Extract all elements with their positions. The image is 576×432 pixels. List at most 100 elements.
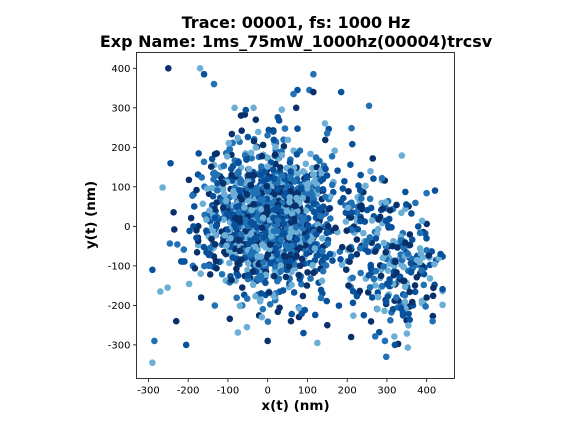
data-point [267, 259, 274, 267]
data-point [288, 242, 296, 250]
data-point [413, 256, 421, 264]
data-point [226, 315, 234, 323]
data-point [393, 294, 400, 301]
data-point [189, 192, 196, 199]
data-point [210, 176, 217, 183]
data-point [259, 258, 267, 266]
x-tick-label: 200 [338, 386, 357, 397]
data-point [296, 262, 304, 270]
data-point [303, 173, 310, 180]
data-point [354, 225, 362, 233]
data-point [251, 234, 259, 242]
data-point [401, 239, 409, 246]
data-point [362, 182, 369, 190]
data-point [205, 251, 213, 259]
data-point [401, 292, 409, 299]
data-point [393, 268, 400, 276]
data-point [302, 160, 310, 168]
data-point [304, 269, 311, 276]
data-points [149, 65, 446, 366]
data-point [353, 251, 361, 258]
data-point [250, 171, 258, 179]
data-point [346, 258, 353, 265]
data-point [340, 194, 347, 202]
data-point [401, 283, 409, 291]
data-point [280, 142, 288, 150]
data-point [236, 187, 243, 194]
data-point [241, 216, 249, 224]
data-point [205, 262, 213, 270]
data-point [279, 287, 287, 294]
data-point [187, 214, 195, 222]
data-point [374, 305, 381, 313]
data-point [323, 172, 331, 179]
data-point [398, 152, 406, 159]
data-point [319, 267, 327, 275]
data-point [298, 255, 306, 263]
data-point [311, 245, 319, 252]
data-point [297, 185, 305, 192]
data-point [243, 191, 251, 198]
data-point [180, 246, 188, 253]
data-point [384, 293, 392, 300]
data-point [281, 125, 289, 132]
data-point [234, 272, 242, 279]
data-point [356, 203, 364, 211]
data-point [228, 276, 235, 284]
data-point [317, 294, 325, 302]
data-point [234, 170, 241, 177]
data-point [310, 70, 317, 78]
data-point [303, 282, 311, 289]
data-point [287, 228, 295, 236]
data-point [382, 248, 390, 256]
data-point [329, 257, 336, 264]
data-point [345, 282, 352, 289]
data-point [393, 201, 400, 209]
data-point [326, 250, 334, 258]
data-point [382, 353, 390, 361]
data-point [394, 244, 401, 251]
data-point [257, 196, 264, 203]
data-point [186, 227, 193, 235]
data-point [259, 141, 267, 149]
data-point [274, 308, 282, 316]
data-point [408, 236, 416, 243]
y-tick-label: 400 [111, 64, 130, 75]
data-point [287, 317, 295, 325]
data-point [248, 154, 255, 162]
data-point [316, 157, 323, 165]
data-point [234, 260, 241, 267]
data-point [408, 210, 415, 217]
data-point [277, 262, 285, 269]
data-point [301, 306, 309, 314]
data-point [355, 182, 362, 189]
data-point [218, 270, 226, 278]
data-point [203, 216, 210, 224]
data-point [234, 329, 242, 336]
data-point [437, 250, 444, 258]
data-point [264, 163, 271, 170]
data-point [299, 168, 307, 175]
data-point [407, 259, 415, 267]
data-point [243, 156, 250, 163]
data-point [307, 275, 314, 282]
data-point [190, 203, 198, 210]
data-point [174, 241, 181, 248]
data-point [379, 282, 386, 290]
data-point [250, 137, 258, 145]
data-point [157, 288, 164, 295]
data-point [328, 181, 336, 189]
data-point [283, 207, 291, 215]
data-point [347, 161, 354, 168]
data-point [391, 333, 398, 340]
data-point [235, 159, 243, 166]
data-point [166, 240, 174, 247]
y-tick-label: 300 [111, 103, 130, 114]
data-point [193, 227, 200, 234]
data-point [233, 294, 240, 302]
data-point [213, 265, 220, 272]
x-axis-label: x(t) (nm) [261, 398, 329, 414]
data-point [233, 203, 240, 211]
data-point [385, 222, 392, 230]
data-point [236, 302, 244, 310]
